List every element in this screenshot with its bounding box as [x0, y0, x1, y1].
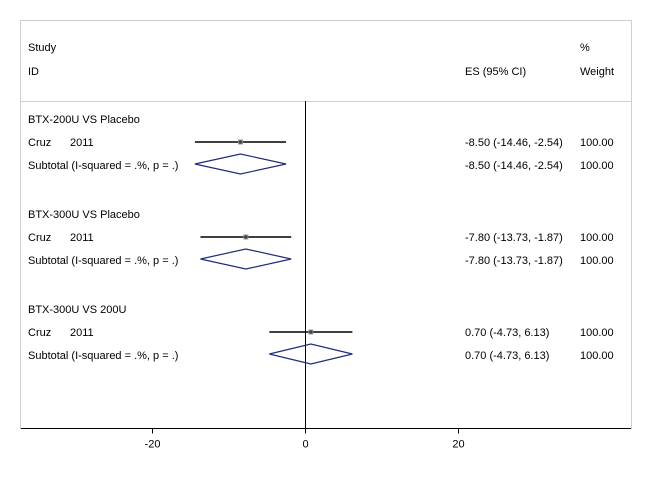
- study-point: [244, 235, 248, 239]
- study-point: [238, 140, 243, 144]
- subtotal-label: Subtotal (I-squared = .%, p = .): [28, 160, 178, 172]
- study-author: Cruz: [28, 232, 51, 244]
- subtotal-diamond: [269, 343, 353, 365]
- x-tick-label: 0: [302, 439, 308, 451]
- subtotal-label: Subtotal (I-squared = .%, p = .): [28, 350, 178, 362]
- study-weight: 100.00: [580, 137, 614, 149]
- study-weight: 100.00: [580, 327, 614, 339]
- plot-border: [20, 20, 632, 429]
- x-tick-label: -20: [145, 439, 161, 451]
- forest-rows: BTX-200U VS Placebo Cruz 2011 -8.50 (-14.46…: [28, 101, 614, 429]
- header-weight-percent: %: [580, 42, 590, 54]
- header-study: Study: [28, 42, 57, 54]
- subtotal-diamond: [200, 248, 292, 270]
- header-id: ID: [28, 66, 39, 78]
- subtotal-weight: 100.00: [580, 350, 614, 362]
- study-ci-text: 0.70 (-4.73, 6.13): [465, 327, 549, 339]
- header-weight: Weight: [580, 66, 614, 78]
- subtotal-diamond: [194, 153, 287, 175]
- study-ci-text: -7.80 (-13.73, -1.87): [465, 232, 563, 244]
- subtotal-weight: 100.00: [580, 160, 614, 172]
- study-year: 2011: [70, 327, 94, 339]
- x-axis-ticks: -20 0 20: [145, 428, 465, 451]
- group-label: BTX-300U VS 200U: [28, 304, 126, 316]
- group-label: BTX-200U VS Placebo: [28, 114, 140, 126]
- study-year: 2011: [70, 137, 94, 149]
- study-author: Cruz: [28, 137, 51, 149]
- study-author: Cruz: [28, 327, 51, 339]
- study-point: [309, 330, 313, 334]
- header-es: ES (95% CI): [465, 66, 526, 78]
- x-tick-label: 20: [452, 439, 464, 451]
- subtotal-ci-text: 0.70 (-4.73, 6.13): [465, 350, 549, 362]
- subtotal-weight: 100.00: [580, 255, 614, 267]
- study-ci-text: -8.50 (-14.46, -2.54): [465, 137, 563, 149]
- group-label: BTX-300U VS Placebo: [28, 209, 140, 221]
- study-year: 2011: [70, 232, 94, 244]
- subtotal-ci-text: -7.80 (-13.73, -1.87): [465, 255, 563, 267]
- study-weight: 100.00: [580, 232, 614, 244]
- subtotal-label: Subtotal (I-squared = .%, p = .): [28, 255, 178, 267]
- subtotal-ci-text: -8.50 (-14.46, -2.54): [465, 160, 563, 172]
